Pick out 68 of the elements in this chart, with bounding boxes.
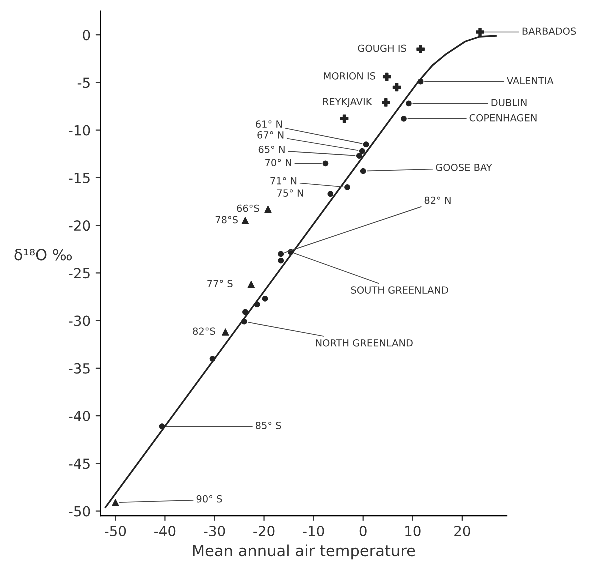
point bbox=[359, 148, 366, 154]
point bbox=[363, 142, 370, 148]
y-tick-label: -5 bbox=[78, 78, 90, 88]
annotation: NORTH GREENLAND bbox=[316, 339, 413, 347]
annotation: COPENHAGEN bbox=[470, 114, 537, 122]
annotation: BARBADOS bbox=[522, 28, 576, 36]
annotation: SOUTH GREENLAND bbox=[351, 286, 448, 294]
point bbox=[264, 206, 272, 213]
point bbox=[248, 281, 256, 288]
point bbox=[406, 100, 412, 107]
x-tick-label: -10 bbox=[303, 526, 324, 537]
annotation: 61° N bbox=[256, 120, 282, 128]
annotation: 82°S bbox=[193, 328, 216, 336]
point bbox=[392, 83, 402, 92]
point bbox=[416, 45, 425, 54]
point bbox=[278, 258, 284, 264]
point bbox=[382, 98, 390, 107]
annotation: 85° S bbox=[256, 422, 282, 430]
y-tick-label: -45 bbox=[69, 458, 90, 470]
point bbox=[401, 116, 407, 122]
point bbox=[322, 160, 329, 167]
y-tick-label: -50 bbox=[69, 506, 90, 517]
annotation: REYKJAVIK bbox=[323, 98, 372, 108]
point bbox=[356, 153, 362, 159]
point bbox=[382, 72, 392, 82]
annotation: GOOSE BAY bbox=[436, 164, 492, 172]
point bbox=[340, 114, 349, 124]
x-tick-label: -20 bbox=[254, 526, 275, 537]
y-tick-label: -10 bbox=[69, 125, 90, 136]
x-tick-label: -40 bbox=[154, 526, 176, 537]
x-tick-label: 0 bbox=[360, 526, 367, 537]
annotation: 82° N bbox=[424, 196, 451, 204]
annotation: 66°S bbox=[237, 204, 260, 212]
annotation: 70° N bbox=[266, 159, 292, 166]
point bbox=[476, 28, 484, 36]
y-tick-label: -30 bbox=[69, 316, 90, 326]
y-axis-title: δ¹⁸O ‰ bbox=[14, 249, 72, 261]
annotation: 75° N bbox=[277, 190, 304, 197]
annotation: GOUGH IS bbox=[358, 44, 406, 52]
point bbox=[344, 184, 350, 190]
point bbox=[262, 296, 268, 302]
x-tick-label: -30 bbox=[204, 526, 226, 537]
annotation: 71° N bbox=[270, 177, 297, 185]
y-tick-label: -35 bbox=[69, 363, 90, 374]
y-tick-label: -40 bbox=[69, 411, 90, 422]
point bbox=[112, 499, 120, 506]
annotation: DUBLIN bbox=[492, 99, 527, 106]
point bbox=[328, 191, 334, 198]
y-tick-label: 0 bbox=[83, 30, 90, 41]
point bbox=[242, 309, 248, 316]
annotation: 90° S bbox=[196, 495, 222, 503]
x-tick-label: -50 bbox=[105, 526, 126, 537]
annotation: 77° S bbox=[208, 280, 233, 288]
x-tick-label: 20 bbox=[454, 526, 470, 537]
y-tick-label: -20 bbox=[69, 220, 90, 232]
x-tick-label: 10 bbox=[406, 526, 421, 537]
point bbox=[360, 168, 366, 174]
annotation: 67° N bbox=[258, 131, 284, 139]
annotation: VALENTIA bbox=[507, 77, 554, 84]
point bbox=[242, 217, 250, 224]
annotation: 65° N bbox=[258, 146, 285, 154]
x-axis-title: Mean annual air temperature bbox=[193, 544, 416, 560]
annotation: MORION IS bbox=[324, 72, 376, 80]
annotation: 78°S bbox=[216, 216, 238, 224]
point bbox=[278, 251, 284, 258]
point bbox=[222, 328, 230, 336]
y-tick-label: -15 bbox=[69, 173, 90, 184]
y-tick-label: -25 bbox=[69, 268, 90, 279]
